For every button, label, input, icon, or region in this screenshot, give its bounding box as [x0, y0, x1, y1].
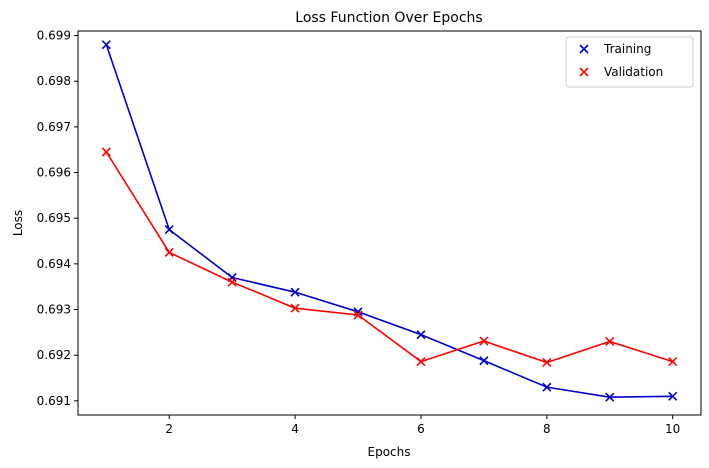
x-tick-label-1: 4 — [291, 422, 299, 436]
legend: Training Validation — [565, 36, 694, 88]
series-line-1 — [105, 151, 673, 364]
y-tick-label-8: 0.699 — [37, 29, 71, 43]
y-tick-label-5: 0.696 — [37, 166, 71, 180]
data-point-0-3 — [290, 287, 300, 297]
x-axis-label: Epochs — [368, 445, 411, 459]
x-axis: 2 4 6 8 10 — [165, 415, 680, 436]
data-point-0-8 — [605, 392, 615, 402]
data-point-1-3 — [290, 303, 300, 313]
data-point-1-9 — [668, 357, 678, 367]
data-point-1-6 — [479, 336, 489, 346]
data-point-0-1 — [164, 225, 174, 235]
y-tick-label-2: 0.693 — [37, 303, 71, 317]
x-tick-label-0: 2 — [165, 422, 173, 436]
y-tick-label-6: 0.697 — [37, 120, 71, 134]
data-point-0-6 — [479, 356, 489, 366]
chart-title: Loss Function Over Epochs — [295, 10, 482, 26]
y-axis-label: Loss — [11, 210, 25, 236]
data-point-1-2 — [227, 277, 237, 287]
data-point-1-8 — [605, 336, 615, 347]
legend-marker-0 — [579, 44, 589, 54]
data-point-0-9 — [668, 391, 678, 401]
legend-marker-1 — [579, 67, 589, 77]
y-tick-label-0: 0.691 — [37, 394, 71, 408]
data-point-1-4 — [353, 310, 363, 320]
data-point-1-0 — [101, 147, 111, 157]
legend-label-1: Validation — [604, 65, 663, 79]
plot-area — [101, 40, 678, 402]
data-point-0-0 — [101, 40, 111, 50]
legend-label-0: Training — [603, 42, 651, 56]
data-point-1-7 — [542, 357, 552, 368]
series-line-0 — [105, 44, 673, 398]
legend-box — [565, 36, 694, 88]
x-tick-label-2: 6 — [417, 422, 425, 436]
y-tick-label-7: 0.698 — [37, 74, 71, 88]
x-tick-label-3: 8 — [543, 422, 551, 436]
data-point-1-5 — [416, 357, 426, 367]
x-tick-label-4: 10 — [665, 422, 680, 436]
data-point-0-5 — [416, 330, 426, 340]
data-point-1-1 — [164, 247, 174, 258]
plot-frame — [77, 30, 702, 416]
y-tick-label-4: 0.695 — [37, 211, 71, 225]
y-tick-label-1: 0.692 — [37, 348, 71, 362]
y-axis: 0.691 0.692 0.693 0.694 0.695 0.696 0.697 0.698… — [37, 29, 78, 408]
y-tick-label-3: 0.694 — [37, 257, 71, 271]
data-point-0-7 — [542, 382, 552, 392]
